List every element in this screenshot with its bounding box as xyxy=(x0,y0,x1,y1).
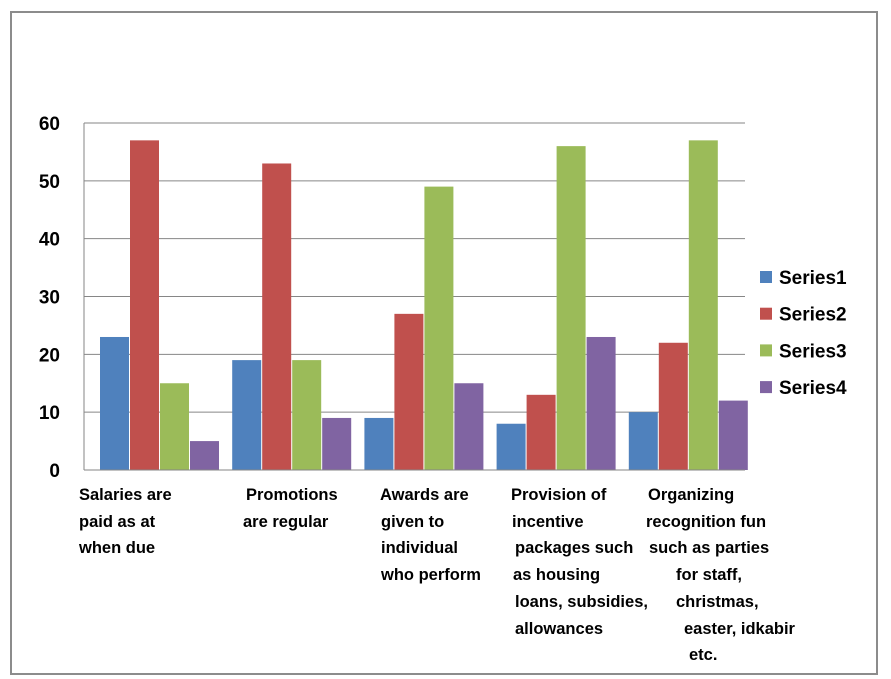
x-tick-label: recognition fun xyxy=(646,513,766,531)
bar-series1-cat3 xyxy=(364,417,394,470)
x-tick-label: are regular xyxy=(243,513,329,531)
bar-series3-cat1 xyxy=(160,383,189,470)
x-tick-label: such as parties xyxy=(649,539,769,557)
y-tick-label: 40 xyxy=(39,230,60,251)
x-tick-label: Salaries are xyxy=(79,486,172,504)
x-tick-label: Organizing xyxy=(648,486,734,504)
x-tick-label: etc. xyxy=(689,646,717,664)
bar-series4-cat5 xyxy=(718,400,748,470)
y-tick-label: 30 xyxy=(39,288,60,309)
x-tick-label: allowances xyxy=(515,620,603,638)
bar-series2-cat5 xyxy=(658,342,688,470)
x-tick-label: when due xyxy=(78,539,155,557)
x-tick-label: as housing xyxy=(513,566,600,584)
bar-series1-cat4 xyxy=(496,423,526,470)
bar-series3-cat2 xyxy=(292,360,322,470)
x-tick-label: loans, subsidies, xyxy=(515,593,648,611)
legend-swatch-series4 xyxy=(760,381,772,394)
bar-series4-cat1 xyxy=(190,441,219,470)
x-tick-label: for staff, xyxy=(676,566,742,584)
legend-label-series1: Series1 xyxy=(779,268,847,289)
legend-swatch-series2 xyxy=(760,307,772,320)
x-tick-label: individual xyxy=(381,539,458,557)
legend-swatch-series3 xyxy=(760,344,772,357)
y-tick-label: 50 xyxy=(39,172,60,193)
bar-series2-cat2 xyxy=(262,163,292,470)
x-tick-label: packages such xyxy=(515,539,633,557)
legend-label-series2: Series2 xyxy=(779,305,847,326)
x-tick-label: Awards are xyxy=(380,486,469,504)
bar-series2-cat3 xyxy=(394,313,424,470)
bar-series4-cat4 xyxy=(586,336,616,470)
x-tick-label: Provision of xyxy=(511,486,607,504)
bar-series4-cat3 xyxy=(454,383,484,470)
bar-series1-cat2 xyxy=(232,360,262,470)
legend-label-series3: Series3 xyxy=(779,341,847,362)
x-tick-label: easter, idkabir xyxy=(684,620,796,638)
bar-series2-cat1 xyxy=(130,140,159,470)
x-tick-label: who perform xyxy=(380,566,481,584)
x-tick-label: given to xyxy=(381,513,444,531)
bar-series1-cat5 xyxy=(628,412,658,470)
y-tick-label: 60 xyxy=(39,114,60,135)
legend-swatch-series1 xyxy=(760,271,772,283)
y-tick-label: 10 xyxy=(39,403,60,424)
bar-series3-cat5 xyxy=(688,140,718,470)
y-tick-label: 20 xyxy=(39,345,60,366)
bar-series3-cat3 xyxy=(424,186,454,470)
bar-series2-cat4 xyxy=(526,394,556,470)
legend-label-series4: Series4 xyxy=(779,378,847,399)
bar-series3-cat4 xyxy=(556,146,586,470)
x-tick-label: christmas, xyxy=(676,593,759,611)
y-tick-label: 0 xyxy=(49,461,60,482)
bar-series1-cat1 xyxy=(100,336,129,470)
x-tick-label: Promotions xyxy=(246,486,338,504)
bar-series4-cat2 xyxy=(322,417,352,470)
x-tick-label: paid as at xyxy=(79,513,156,531)
x-tick-label: incentive xyxy=(512,513,584,531)
